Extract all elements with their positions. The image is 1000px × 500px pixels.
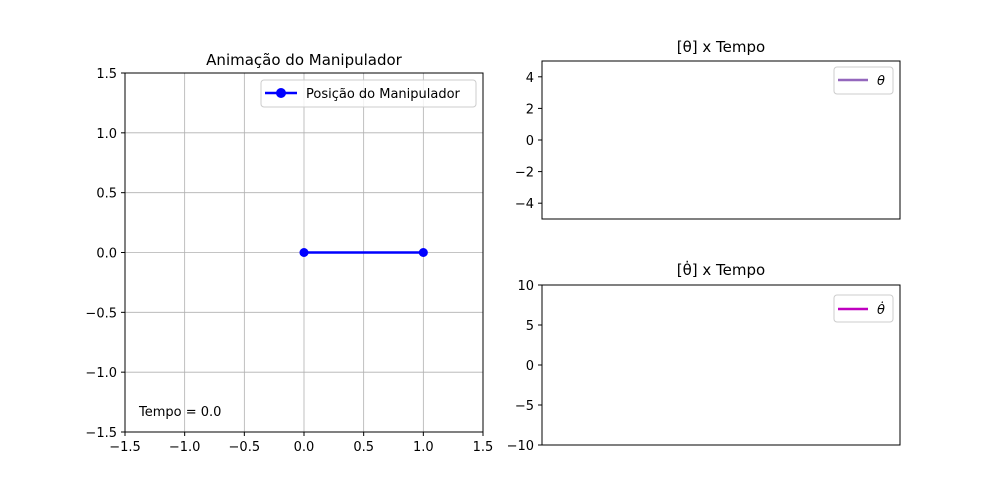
- theta-plot-title: [θ] x Tempo: [677, 38, 765, 56]
- y-tick-label: −4: [515, 197, 534, 212]
- theta-dot-legend-label: θ̇: [877, 302, 885, 318]
- y-tick-label: −2: [515, 166, 534, 181]
- y-tick-label: 0: [526, 359, 534, 374]
- manipulator-joint-point: [299, 248, 309, 257]
- manipulator-series: [299, 248, 428, 257]
- manipulator-legend-label: Posição do Manipulador: [306, 87, 461, 102]
- theta-dot-plot: [θ̇] x Tempo 10 5 0 −5 −10 θ̇: [507, 260, 901, 454]
- y-tick-label: −5: [515, 399, 534, 414]
- manipulator-x-axis: −1.5 −1.0 −0.5 0.0 0.5 1.0 1.5: [109, 432, 493, 455]
- y-tick-label: 1.5: [96, 67, 117, 82]
- x-tick-label: −1.5: [109, 440, 141, 455]
- x-tick-label: 1.5: [473, 440, 494, 455]
- x-tick-label: 0.0: [294, 440, 315, 455]
- manipulator-plot-title: Animação do Manipulador: [206, 51, 402, 69]
- y-tick-label: −1.5: [85, 426, 117, 441]
- y-tick-label: 10: [517, 279, 534, 294]
- theta-plot: [θ] x Tempo 4 2 0 −2 −4 θ: [515, 38, 901, 220]
- y-tick-label: 4: [526, 71, 534, 86]
- manipulator-plot: Animação do Manipulador −1.5 −1.0 −0.5 0.0 0…: [85, 51, 493, 455]
- x-tick-label: 0.5: [353, 440, 374, 455]
- theta-y-axis: 4 2 0 −2 −4: [515, 71, 542, 212]
- y-tick-label: 0.0: [96, 247, 117, 262]
- time-annotation: Tempo = 0.0: [138, 405, 221, 420]
- y-tick-label: 5: [526, 319, 534, 334]
- y-tick-label: −0.5: [85, 306, 117, 321]
- theta-legend-label: θ: [877, 74, 885, 89]
- manipulator-legend-box: [260, 79, 477, 108]
- y-tick-label: 0: [526, 134, 534, 149]
- y-tick-label: −10: [507, 439, 534, 454]
- theta-dot-legend: θ̇: [833, 294, 894, 323]
- theta-dot-plot-title: [θ̇] x Tempo: [677, 260, 765, 279]
- manipulator-legend-marker: [276, 88, 286, 98]
- manipulator-y-axis: −1.5 −1.0 −0.5 0.0 0.5 1.0 1.5: [85, 67, 125, 441]
- y-tick-label: 1.0: [96, 127, 117, 142]
- manipulator-legend: Posição do Manipulador: [260, 79, 477, 108]
- theta-dot-y-axis: 10 5 0 −5 −10: [507, 279, 542, 454]
- y-tick-label: 2: [526, 102, 534, 117]
- y-tick-label: 0.5: [96, 187, 117, 202]
- x-tick-label: −0.5: [229, 440, 261, 455]
- x-tick-label: −1.0: [169, 440, 201, 455]
- x-tick-label: 1.0: [413, 440, 434, 455]
- y-tick-label: −1.0: [85, 366, 117, 381]
- theta-legend: θ: [833, 66, 894, 95]
- manipulator-joint-point: [418, 248, 428, 257]
